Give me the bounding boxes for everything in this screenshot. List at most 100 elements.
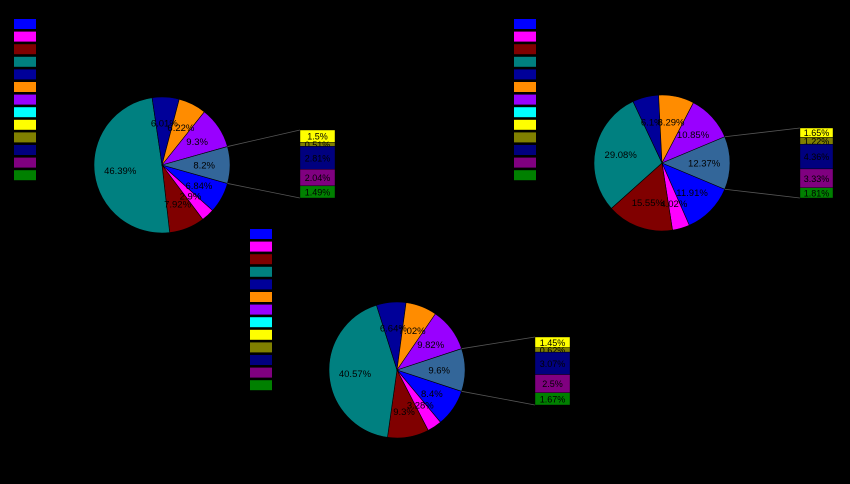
slice-labels: 11.91%4.02%15.55% 29.08% 6.1%8.29% 10.85% 12…	[605, 117, 721, 210]
legend-label-ash-cyclones: Ash Cyclones	[39, 108, 100, 119]
slice-label-compressors: 6.1%	[641, 118, 663, 129]
legend-swatch-psa	[514, 56, 536, 67]
legend-swatch-ceramic-filter	[514, 119, 536, 130]
breakdown-bar: 1.5%0.51% 2.81% 2.04% 1.49%	[299, 129, 336, 199]
bar-label-fto: 2.04%	[305, 173, 331, 183]
legend-label-ac-filter: AC Filter	[39, 146, 79, 157]
slice-label-gasifier: 8.4%	[421, 389, 443, 400]
pie-slices	[93, 96, 231, 234]
legend-label-gasifier: Gasifier	[39, 20, 74, 31]
slice-label-psa: 29.08%	[605, 150, 638, 161]
bar-label-ac-filter: 3.07%	[540, 359, 566, 369]
legend-swatch-sewgs	[14, 132, 36, 143]
connector-line-bottom	[461, 390, 536, 406]
slice-label-gasifier: 6.84%	[185, 181, 212, 192]
slice-psa	[593, 101, 663, 209]
legend-label-asu: ASU	[275, 306, 296, 317]
bar-segment-moco	[799, 187, 834, 199]
slice-label-psa: 40.57%	[339, 369, 372, 380]
bar-label-sewgs: 1.22%	[804, 136, 830, 146]
legend-label-hrsc: HRSC	[39, 83, 67, 94]
legend-swatch-ac-filter	[250, 355, 272, 365]
legend-label-moco: MOCO	[539, 171, 570, 182]
bar-label-fto: 2.5%	[542, 379, 563, 389]
legend-swatch-dolomite-including-zno	[14, 31, 36, 42]
legend-swatch-ceramic-filter	[250, 329, 272, 340]
slice-labels: 8.4%3.28%9.3% 40.57% 6.64%7.02% 9.82% 9.6%	[339, 323, 451, 418]
legend-swatch-ash-cyclones	[14, 107, 36, 118]
bar-segment-moco	[299, 185, 336, 199]
legend-label-psa: PSA	[39, 58, 59, 69]
bar-label-moco: 1.81%	[804, 188, 830, 198]
legend-swatch-ac-filter	[514, 145, 536, 155]
legend-swatch-ash-cyclones	[514, 107, 536, 118]
legend-label-asu: ASU	[39, 96, 60, 107]
slice-label-gasifier: 11.91%	[676, 188, 708, 199]
legend-label-asu: ASU	[539, 96, 560, 107]
bar-label-ceramic-filter: 1.45%	[540, 338, 566, 348]
slice-label-hrsc: 6.22%	[167, 123, 194, 134]
legend-swatch-fto	[14, 157, 36, 168]
legend-swatch-hrsc	[250, 292, 272, 302]
legend-swatch-dolomite-including-zno	[250, 241, 272, 252]
legend-label-sewgs: SEWGS	[539, 133, 577, 144]
legend-swatch-gasifier	[250, 229, 272, 239]
legend-swatch-ac-filter	[14, 145, 36, 155]
connector-line-bottom	[227, 183, 301, 199]
slice-label-other: 8.2%	[193, 161, 215, 172]
legend-label-sewgs: SEWGS	[39, 133, 77, 144]
legend-label-bio: BIO	[39, 45, 56, 56]
connector-line-top	[227, 129, 301, 147]
legend-label-gasifier: Gasifier	[539, 20, 574, 31]
legend-label-ash-cyclones: Ash Cyclones	[539, 108, 600, 119]
bar-segment-moco	[534, 392, 571, 406]
slice-label-dolomite-including-zno: 4.02%	[660, 199, 687, 210]
legend-swatch-hrsc	[514, 82, 536, 92]
legend-swatch-moco	[250, 380, 272, 391]
legend-swatch-ash-cyclones	[250, 317, 272, 328]
legend-swatch-compressors	[14, 69, 36, 80]
legend-swatch-compressors	[514, 69, 536, 80]
bar-label-moco: 1.49%	[305, 187, 331, 197]
legend-label-ac-filter: AC Filter	[275, 356, 315, 367]
legend-label-compressors: Compressors	[39, 70, 98, 81]
legend-label-dolomite-including-zno: Dolomite including ZnO	[39, 33, 143, 44]
slice-label-other: 12.37%	[688, 159, 721, 170]
connector-line-top	[461, 336, 536, 350]
legend-label-fto: FTO	[275, 369, 295, 380]
legend-swatch-asu	[250, 304, 272, 315]
legend-swatch-sewgs	[250, 342, 272, 353]
legend-swatch-asu	[514, 94, 536, 105]
legend-label-sewgs: SEWGS	[275, 343, 313, 354]
slice-label-compressors: 6.01%	[151, 118, 178, 129]
slice-psa	[93, 97, 170, 234]
legend-label-dolomite-including-zno: Dolomite including ZnO	[539, 33, 643, 44]
legend-label-ceramic-filter: Ceramic filter	[539, 121, 599, 132]
slice-label-dolomite-including-zno: 3.28%	[407, 401, 434, 412]
slice-label-bio: 15.55%	[632, 198, 665, 209]
bar-label-ceramic-filter: 1.65%	[804, 128, 830, 138]
legend-label-moco: MOCO	[39, 171, 70, 182]
bar-label-fto: 3.33%	[804, 174, 830, 184]
slice-label-asu: 9.82%	[417, 340, 444, 351]
legend-swatch-psa	[250, 266, 272, 277]
legend-label-fto: FTO	[539, 159, 559, 170]
legend-label-psa: PSA	[275, 268, 295, 279]
legend-swatch-bio	[514, 44, 536, 55]
legend-label-gasifier: Gasifier	[275, 230, 310, 241]
breakdown-bar: 1.65%1.22% 4.36% 3.33% 1.81%	[799, 127, 834, 199]
bar-label-ac-filter: 4.36%	[804, 152, 830, 162]
legend-swatch-dolomite-including-zno	[514, 31, 536, 42]
legend-label-ceramic-filter: Ceramic filter	[275, 331, 335, 342]
legend-label-compressors: Compressors	[275, 280, 334, 291]
legend-label-fto: FTO	[39, 159, 59, 170]
legend-swatch-moco	[14, 170, 36, 181]
legend-swatch-ceramic-filter	[14, 119, 36, 130]
connector-line-top	[724, 127, 801, 138]
legend-label-bio: BIO	[275, 255, 292, 266]
slice-label-dolomite-including-zno: 2.9%	[180, 192, 202, 203]
slice-label-bio: 9.3%	[393, 407, 415, 418]
